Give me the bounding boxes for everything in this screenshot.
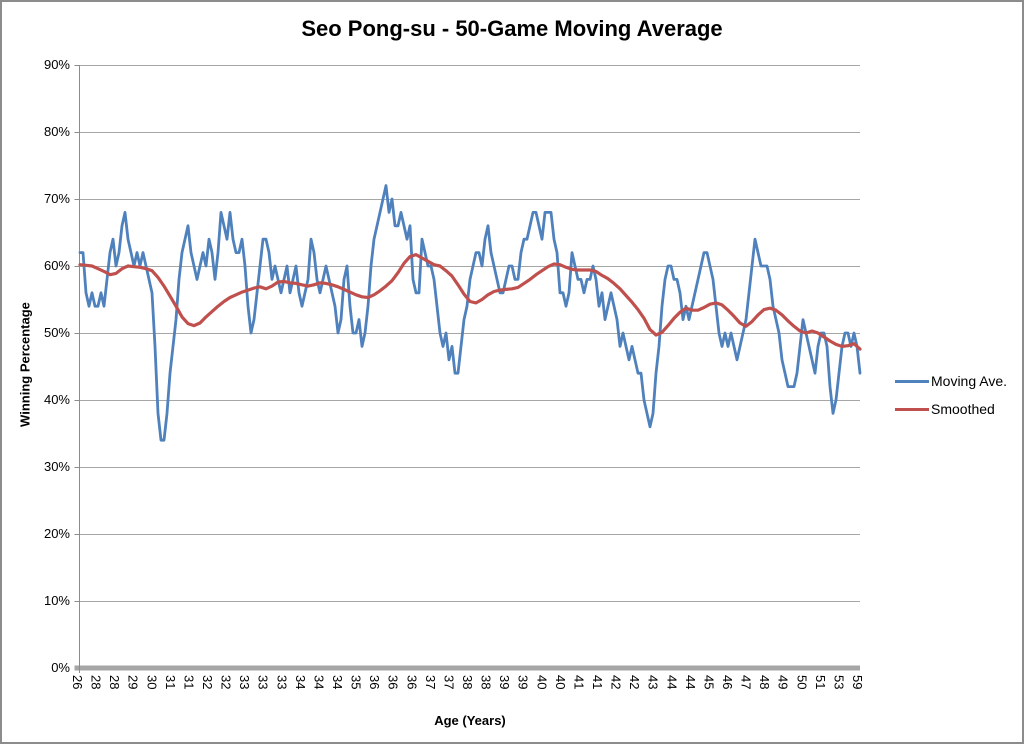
- x-tick-label: 38: [478, 675, 494, 690]
- x-axis-title: Age (Years): [434, 713, 506, 728]
- x-tick-label: 38: [460, 675, 475, 690]
- x-tick-label: 41: [571, 675, 587, 690]
- x-tick-label: 33: [237, 675, 253, 690]
- x-tick-label: 33: [255, 675, 271, 690]
- y-tick-label: 80%: [43, 124, 70, 139]
- legend-label-smoothed: Smoothed: [931, 401, 995, 417]
- x-tick-label: 28: [88, 675, 104, 690]
- x-tick-label: 39: [515, 675, 531, 690]
- y-tick-label: 40%: [43, 392, 70, 407]
- x-tick-label: 40: [552, 675, 568, 690]
- x-tick-label: 43: [645, 675, 661, 690]
- x-tick-label: 36: [404, 675, 420, 690]
- x-tick-label: 37: [422, 675, 438, 690]
- x-tick-label: 36: [385, 675, 401, 690]
- x-tick-label: 44: [664, 675, 680, 690]
- x-tick-label: 28: [107, 675, 123, 690]
- x-tick-label: 49: [775, 675, 791, 690]
- chart-title: Seo Pong-su - 50-Game Moving Average: [301, 16, 723, 41]
- x-tick-label: 42: [608, 675, 624, 690]
- x-tick-label: 34: [330, 675, 345, 690]
- y-tick-label: 0%: [51, 660, 70, 675]
- x-tick-label: 44: [682, 675, 698, 690]
- x-tick-label: 31: [181, 675, 197, 690]
- x-tick-label: 26: [70, 675, 85, 690]
- y-tick-label: 10%: [43, 593, 70, 608]
- smoothed-line: [78, 253, 862, 351]
- x-tick-label: 59: [850, 675, 865, 690]
- x-tick-label: 35: [348, 675, 364, 690]
- x-tick-label: 53: [831, 675, 847, 690]
- y-tick-label: 50%: [43, 325, 70, 340]
- x-tick-label: 50: [794, 675, 810, 690]
- x-tick-label: 46: [720, 675, 735, 690]
- legend-line-sample-icon: [895, 407, 929, 411]
- moving-average-line: [78, 184, 862, 442]
- x-tick-label: 30: [144, 675, 160, 690]
- x-tick-label: 29: [125, 675, 141, 690]
- x-tick-label: 45: [701, 675, 717, 690]
- x-tick-label: 33: [274, 675, 290, 690]
- x-tick-label: 32: [218, 675, 234, 690]
- x-tick-label: 48: [757, 675, 773, 690]
- x-tick-label: 34: [311, 675, 327, 690]
- y-tick-label: 70%: [43, 191, 70, 206]
- x-tick-label: 37: [441, 675, 457, 690]
- x-tick-label: 47: [738, 675, 754, 690]
- x-tick-label: 39: [497, 675, 513, 690]
- x-tick-label: 31: [162, 675, 178, 690]
- legend-item-smoothed: Smoothed: [895, 399, 1007, 419]
- zero-baseline: [74, 665, 860, 671]
- y-tick-label: 20%: [43, 526, 70, 541]
- gridlines: [80, 65, 860, 602]
- y-axis-title: Winning Percentage: [17, 302, 33, 427]
- y-tick-label: 60%: [43, 258, 70, 273]
- x-tick-label: 51: [812, 675, 828, 690]
- y-tick-label: 90%: [43, 57, 70, 72]
- x-tick-label: 40: [534, 675, 550, 690]
- y-tick-label: 30%: [43, 459, 70, 474]
- x-tick-label: 41: [590, 675, 605, 690]
- legend-line-sample-icon: [895, 379, 929, 383]
- legend: Moving Ave. Smoothed: [895, 371, 1007, 427]
- legend-label-moving-ave: Moving Ave.: [931, 373, 1008, 389]
- x-tick-label: 32: [200, 675, 215, 690]
- x-tick-label: 42: [627, 675, 643, 690]
- legend-item-moving-ave: Moving Ave.: [895, 371, 1007, 391]
- x-tick-label: 36: [367, 675, 383, 690]
- x-tick-label: 34: [292, 675, 308, 690]
